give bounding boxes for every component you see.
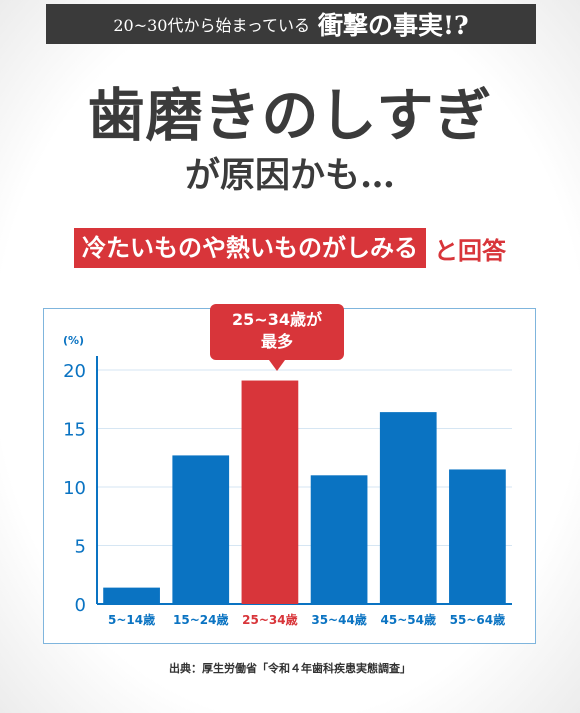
answer-suffix: と回答 [434,235,506,265]
source-note: 出典：厚生労働省「令和４年歯科疾患実態調査」 [169,662,411,675]
y-tick-label: 20 [63,361,86,382]
callout-line-1: 25~34歳が [232,310,322,329]
peak-callout: 25~34歳が 最多 [210,304,344,360]
bar [379,412,437,604]
y-axis-label: (%) [63,334,84,347]
x-tick-label: 55~64歳 [450,612,505,627]
bar [103,587,160,604]
y-tick-label: 10 [63,478,86,499]
subheadline: が原因かも… [184,155,395,196]
callout-line-2: 最多 [260,332,293,351]
banner-lead-text: 20~30代から始まっている [113,16,311,35]
answer-row: 冷たいものや熱いものがしみる と回答 [0,228,580,268]
x-tick-label: 35~44歳 [311,612,366,627]
bar [241,380,299,604]
x-tick-label: 15~24歳 [173,612,228,627]
bar [310,475,368,604]
y-tick-label: 15 [63,420,86,441]
y-tick-label: 5 [75,537,86,558]
x-tick-label: 5~14歳 [108,612,155,627]
bar [172,455,230,604]
callout-pointer [269,360,285,371]
x-tick-label: 25~34歳 [242,612,297,627]
headline: 歯磨きのしすぎ [87,82,493,149]
answer-highlight-box: 冷たいものや熱いものがしみる [74,228,426,268]
bar [449,469,506,604]
x-tick-label: 45~54歳 [381,612,436,627]
top-banner: 20~30代から始まっている 衝撃の事実!? [46,4,536,44]
banner-highlight-text: 衝撃の事実!? [318,11,469,40]
y-tick-label: 0 [75,595,86,616]
